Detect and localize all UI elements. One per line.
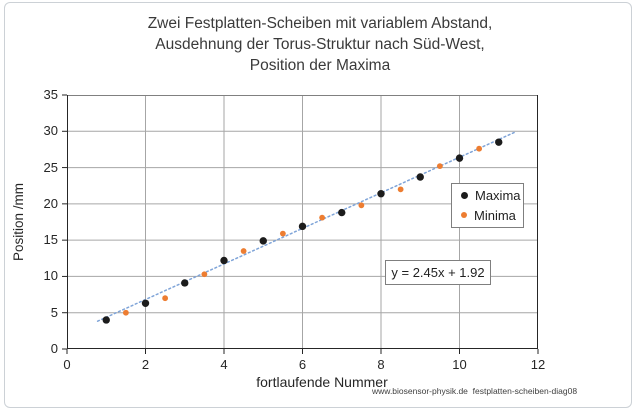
maxima-point <box>259 237 267 245</box>
y-tick-label: 35 <box>43 87 58 102</box>
y-axis-title: Position /mm <box>11 182 26 262</box>
legend-label-maxima: Maxima <box>475 188 521 204</box>
x-tick-label: 2 <box>141 357 150 372</box>
legend-entry-maxima: Maxima <box>461 188 523 203</box>
minima-point <box>397 186 404 193</box>
x-tick-label: 4 <box>220 357 228 372</box>
maxima-point <box>338 208 346 217</box>
minima-point <box>201 271 208 278</box>
chart-title-line-2: Ausdehnung der Torus-Struktur nach Süd-W… <box>155 36 485 53</box>
minima-point <box>476 145 483 152</box>
maxima-point <box>377 189 385 198</box>
legend-label-minima: Minima <box>474 207 516 223</box>
minima-point <box>358 202 365 209</box>
y-tick-label: 5 <box>50 304 58 320</box>
x-tick-label: 10 <box>452 357 467 372</box>
x-tick-label: 8 <box>377 357 385 372</box>
y-tick-label: 20 <box>43 195 58 211</box>
x-axis-title: fortlaufende Nummer <box>256 374 388 390</box>
maxima-point <box>181 279 189 287</box>
minima-point <box>122 309 129 316</box>
maxima-marker-icon <box>461 192 468 200</box>
minima-point <box>436 163 443 170</box>
legend-entry-minima: Minima <box>461 208 523 223</box>
y-tick-label: 15 <box>43 232 58 248</box>
y-tick-label: 25 <box>43 159 58 175</box>
minima-point <box>162 295 169 302</box>
maxima-point <box>220 256 228 265</box>
minima-point <box>279 230 286 237</box>
maxima-point <box>495 138 503 146</box>
chart-outer-frame <box>4 2 632 408</box>
maxima-point <box>298 222 307 231</box>
x-tick-label: 6 <box>298 357 307 372</box>
chart-title-line-1: Zwei Festplatten-Scheiben mit variablem … <box>147 15 493 32</box>
minima-point <box>319 214 326 221</box>
chart-title: Zwei Festplatten-Scheiben mit variablem … <box>0 13 640 76</box>
maxima-point <box>102 316 110 324</box>
y-tick-label: 0 <box>50 341 58 356</box>
legend: Maxima Minima <box>451 183 524 228</box>
minima-marker-icon <box>461 212 467 219</box>
x-tick-label: 0 <box>63 357 71 372</box>
trendline-equation-box: y = 2.45x + 1.92 <box>385 260 491 285</box>
maxima-point <box>455 154 464 162</box>
y-tick-label: 10 <box>43 268 58 284</box>
maxima-point <box>141 299 150 307</box>
maxima-point <box>416 173 424 181</box>
watermark-text: www.biosensor-physik.de festplatten-sche… <box>372 386 578 396</box>
minima-point <box>240 248 247 254</box>
x-tick-label: 12 <box>530 357 546 372</box>
y-tick-label: 30 <box>43 123 58 139</box>
chart-title-line-3: Position der Maxima <box>249 57 391 74</box>
